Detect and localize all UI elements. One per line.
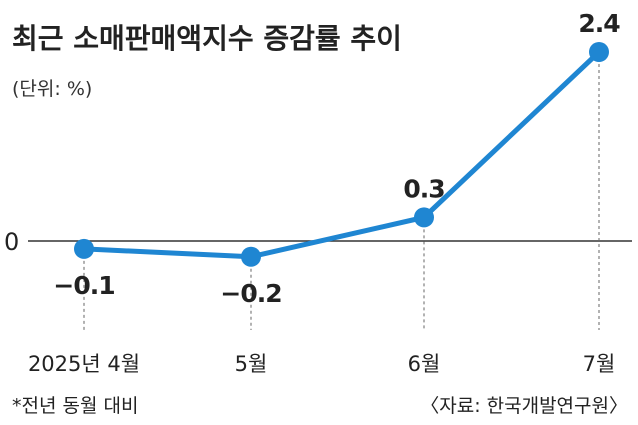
value-label: −0.2	[220, 279, 281, 308]
value-label: 2.4	[578, 9, 620, 38]
chart-title: 최근 소매판매액지수 증감률 추이	[12, 22, 402, 55]
source-note: 〈자료: 한국개발연구원〉	[420, 395, 628, 417]
value-label: 0.3	[403, 174, 444, 203]
data-point	[74, 238, 94, 259]
series-points	[74, 42, 609, 267]
series-line-segment	[81, 246, 254, 260]
footnote: *전년 동월 대비	[12, 395, 138, 417]
guide-lines	[83, 52, 600, 330]
data-point	[589, 42, 609, 62]
value-labels: −0.1 −0.2 0.3 2.4	[53, 9, 621, 308]
series-line-segment	[248, 214, 427, 260]
unit-label: (단위: %)	[12, 78, 92, 100]
x-tick-label: 7월	[583, 352, 616, 376]
x-tick-label: 5월	[235, 352, 268, 376]
x-tick-label: 6월	[408, 352, 441, 376]
data-point	[241, 246, 261, 267]
zero-axis-label: 0	[4, 228, 19, 256]
x-tick-label: 2025년 4월	[28, 352, 140, 376]
series-line-segment	[421, 49, 602, 220]
value-label: −0.1	[53, 271, 114, 300]
series-lines	[81, 49, 602, 260]
data-point	[414, 207, 434, 228]
x-tick-labels: 2025년 4월 5월 6월 7월	[28, 352, 615, 376]
